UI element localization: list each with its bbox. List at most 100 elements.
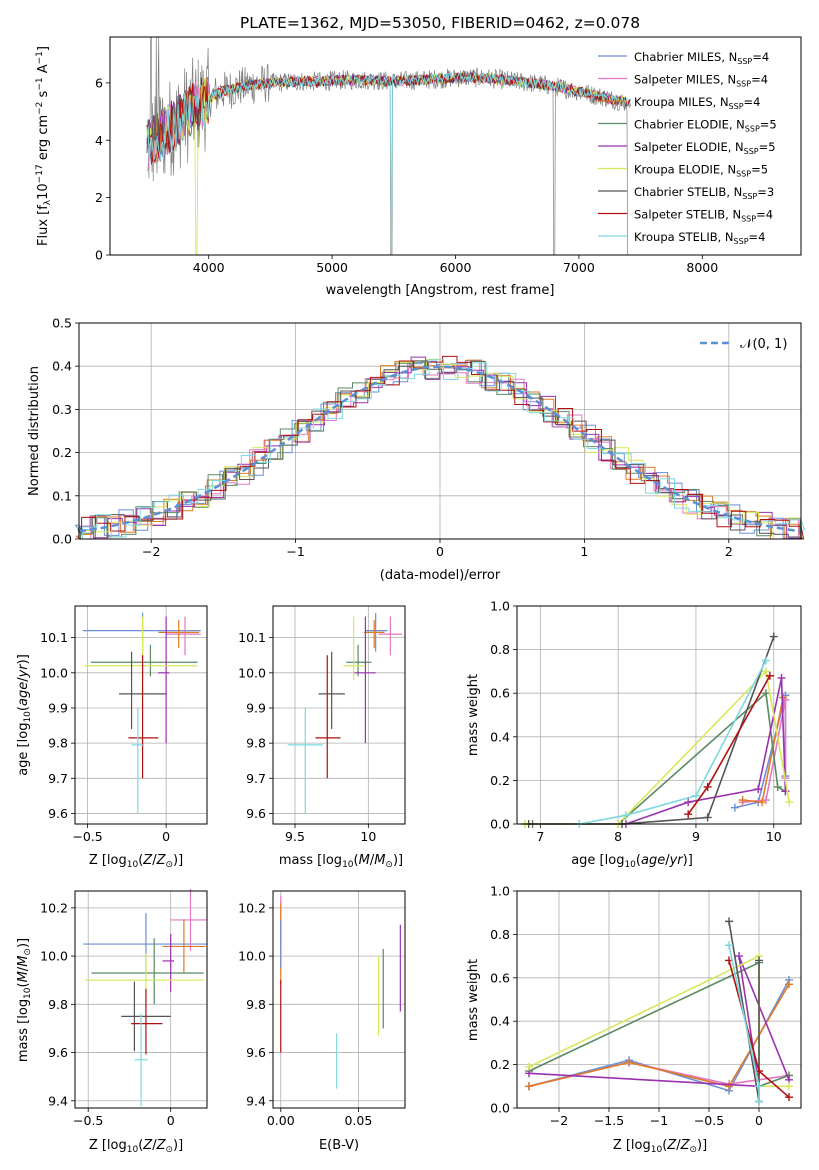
y-tick-label: 9.6: [246, 806, 266, 821]
x-tick-label: 0.05: [344, 1113, 372, 1128]
residual-histogram: [75, 367, 801, 540]
weight-marker: [703, 813, 712, 822]
y-tick-label: 0.8: [490, 927, 510, 942]
legend-entry: Salpeter STELIB, NSSP=4: [634, 208, 773, 224]
x-tick-label: 0: [436, 544, 444, 559]
residual-histogram: [79, 360, 804, 540]
x-tick-label: 0: [167, 1113, 175, 1128]
weight-marker: [755, 1082, 763, 1091]
y-tick-label: 0.2: [490, 773, 510, 788]
x-tick-label: −1: [286, 544, 304, 559]
age-vs-mass-panel: 9.5 10 9.6 9.7 9.8 9.9 10.0 10.1 mass [log10(M/…: [238, 605, 406, 870]
mass-vs-z-panel: −0.5 0 9.4 9.6 9.8 10.0 10.2 Z [log10(Z/Z⊙)] m…: [16, 889, 208, 1155]
spectrum-xlabel: wavelength [Angstrom, rest frame]: [326, 283, 555, 298]
y-tick-label: 0.5: [52, 316, 72, 331]
x-tick-label: 8000: [686, 260, 718, 275]
y-tick-label: 6: [95, 75, 103, 90]
y-tick-label: 0: [95, 248, 103, 263]
x-tick-label: 9: [692, 829, 700, 844]
mass-vs-ebv-panel: 0.00 0.05 9.4 9.6 9.8 10.0 10.2 E(B-V): [238, 890, 406, 1153]
weight-marker: [691, 791, 700, 800]
y-tick-label: 0.4: [52, 359, 72, 374]
y-tick-label: 9.7: [48, 771, 68, 786]
weight-age-xlabel: age [log10(age/yr)]: [571, 853, 693, 870]
residuals-frame: [78, 322, 802, 540]
weight-marker: [735, 952, 743, 961]
y-tick-label: 9.8: [246, 997, 266, 1012]
residuals-panel: −2 −1 0 1 2 0.0 0.1 0.2 0.3 0.4 0.5 (data-model)/e…: [27, 316, 806, 583]
legend-entry: Chabrier STELIB, NSSP=3: [634, 185, 774, 201]
residual-histogram: [79, 359, 806, 540]
y-tick-label: 0.8: [490, 642, 510, 657]
weight-marker: [725, 1082, 733, 1091]
legend-entry: Kroupa MILES, NSSP=4: [634, 95, 760, 111]
y-tick-label: 9.4: [48, 1093, 68, 1108]
weight-marker: [777, 673, 786, 682]
weight-marker: [725, 917, 733, 926]
y-tick-label: 9.8: [246, 736, 266, 751]
spectrum-model-line: [146, 71, 631, 255]
y-tick-label: 9.9: [246, 700, 266, 715]
y-tick-label: 0.2: [52, 445, 72, 460]
legend-entry: Kroupa ELODIE, NSSP=5: [634, 163, 768, 179]
x-tick-label: 7000: [563, 260, 595, 275]
weight-vs-z-panel: −2 −1.5 −1 −0.5 0 0.0 0.2 0.4 0.6 0.8 1.0 Z [log10…: [466, 884, 802, 1155]
y-tick-label: 0.6: [490, 970, 510, 985]
x-tick-label: 8: [614, 829, 622, 844]
weight-line: [528, 955, 790, 1088]
x-tick-label: 0.00: [267, 1113, 295, 1128]
y-tick-label: 10.0: [40, 949, 68, 964]
x-tick-label: −2: [550, 1113, 568, 1128]
y-tick-label: 4: [95, 133, 103, 148]
y-tick-label: 9.9: [48, 700, 68, 715]
mass-ebv-xlabel: E(B-V): [319, 1138, 359, 1153]
residual-histogram: [78, 356, 802, 539]
weight-marker: [765, 671, 774, 680]
weight-marker: [761, 689, 770, 698]
x-tick-label: −1: [650, 1113, 668, 1128]
weight-marker: [773, 782, 782, 791]
weight-line: [728, 921, 760, 1102]
x-tick-label: 0: [755, 1113, 763, 1128]
x-tick-label: 9.5: [285, 829, 305, 844]
y-tick-label: 9.6: [48, 806, 68, 821]
weight-marker: [730, 803, 739, 812]
y-tick-label: 9.8: [48, 736, 68, 751]
figure-title: PLATE=1362, MJD=53050, FIBERID=0462, z=0…: [240, 14, 640, 32]
y-tick-label: 10.0: [40, 665, 68, 680]
legend-entry: Salpeter MILES, NSSP=4: [634, 73, 768, 89]
weight-marker: [761, 656, 770, 665]
x-tick-label: −1.5: [594, 1113, 624, 1128]
weight-line: [528, 636, 775, 825]
weight-marker: [758, 798, 767, 807]
weight-marker: [684, 798, 693, 807]
x-tick-label: −0.5: [694, 1113, 724, 1128]
x-tick-label: −0.5: [72, 829, 102, 844]
legend-entry: Kroupa STELIB, NSSP=4: [634, 230, 765, 246]
age-mass-xlabel: mass [log10(M/M⊙)]: [279, 853, 403, 870]
y-tick-label: 1.0: [490, 599, 510, 614]
weight-marker: [779, 693, 788, 702]
y-tick-label: 10.2: [238, 900, 266, 915]
x-tick-label: −2: [142, 544, 160, 559]
legend-entry: Chabrier ELODIE, NSSP=5: [634, 118, 777, 134]
x-tick-label: −0.5: [73, 1113, 103, 1128]
residuals-legend-label: 𝒩(0, 1): [740, 337, 787, 352]
y-tick-label: 0.2: [490, 1057, 510, 1072]
spectrum-legend: Chabrier MILES, NSSP=4 Salpeter MILES, NS…: [598, 50, 777, 246]
residual-histogram: [76, 359, 801, 540]
residuals-ylabel: Normed distribution: [27, 366, 42, 496]
weight-vs-age-panel: 7 8 9 10 0.0 0.2 0.4 0.6 0.8 1.0 age [log10(age/y…: [466, 599, 802, 870]
y-tick-label: 10.0: [238, 665, 266, 680]
age-z-xlabel: Z [log10(Z/Z⊙)]: [89, 853, 183, 870]
weight-marker: [785, 798, 794, 807]
x-tick-label: 1: [580, 544, 588, 559]
weight-marker: [785, 1082, 793, 1091]
mass-z-xlabel: Z [log10(Z/Z⊙)]: [89, 1138, 183, 1155]
weight-marker: [769, 632, 778, 641]
y-tick-label: 9.7: [246, 771, 266, 786]
x-tick-label: 0: [162, 829, 170, 844]
weight-marker: [761, 667, 770, 676]
age-vs-z-panel: −0.5 0 9.6 9.7 9.8 9.9 10.0 10.1 Z [log10(Z/Z⊙)…: [16, 605, 208, 870]
weight-marker: [725, 941, 733, 950]
